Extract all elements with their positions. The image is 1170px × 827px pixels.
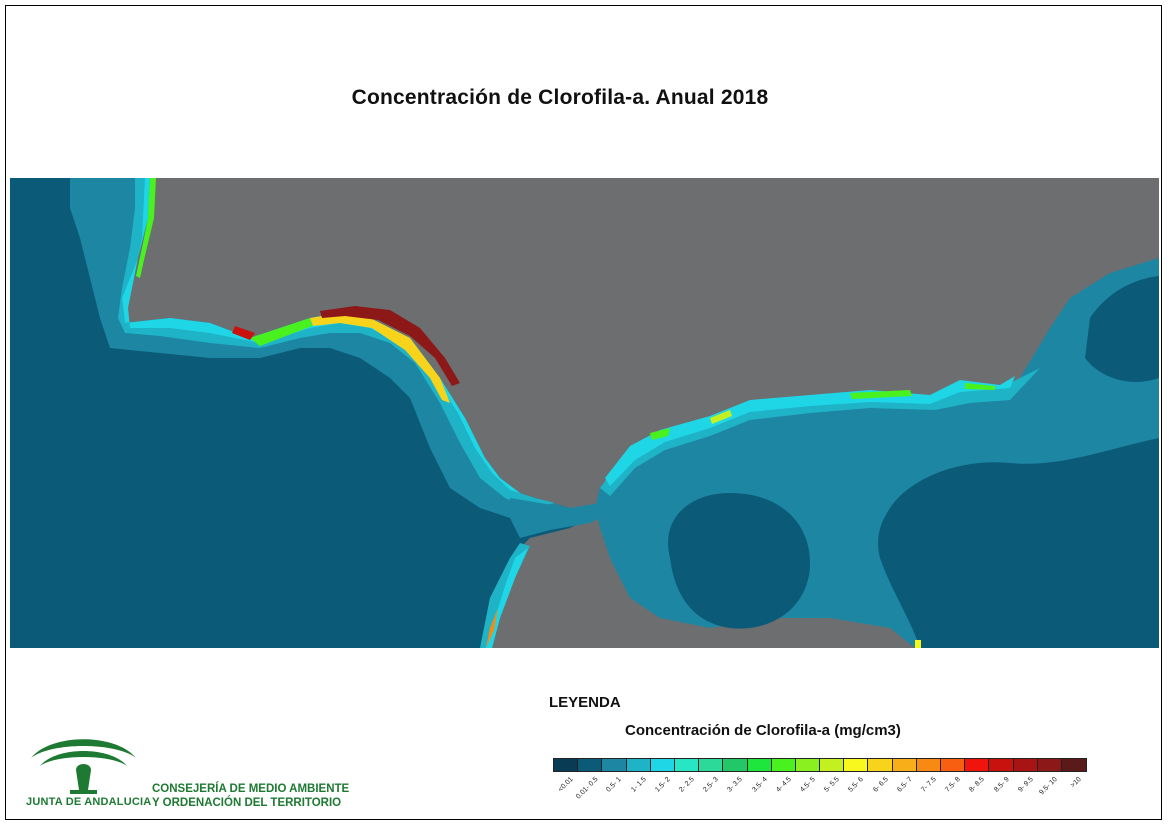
legend-class-label: 0.5- 1 <box>605 776 624 794</box>
legend-class-label: 4- 4.5 <box>775 776 793 794</box>
legend-class-label: 5.5- 6 <box>847 776 866 794</box>
legend-swatch <box>844 759 869 771</box>
legend-swatch <box>723 759 748 771</box>
atlantic-red-spot <box>232 326 255 340</box>
legend-swatch <box>747 759 772 771</box>
legend-class-label: 1.5- 2 <box>654 776 672 794</box>
legend-class-label: 7- 7.5 <box>920 776 938 794</box>
legend-swatch <box>820 759 845 771</box>
department-line-1: CONSEJERÍA DE MEDIO AMBIENTE <box>152 783 350 795</box>
coastal-patch <box>915 640 921 648</box>
legend-class-label: 5- 5.5 <box>823 776 842 794</box>
med-green-strip <box>850 390 912 399</box>
legend-class-label: 2- 2.5 <box>678 776 696 794</box>
legend-class-label: 4.5- 5 <box>799 776 817 794</box>
legend-swatch <box>941 759 966 771</box>
legend-class-label: 8.5- 9 <box>992 776 1011 794</box>
med-yellow-spots <box>710 410 732 424</box>
eastern-basin-deep <box>878 438 1159 648</box>
legend-swatch <box>989 759 1014 771</box>
legend-class-label: >10 <box>1069 776 1084 790</box>
junta-andalucia-logo <box>26 728 141 812</box>
legend-swatch <box>650 759 675 771</box>
legend-color-bar <box>553 758 1088 772</box>
legend-class-label: 9.5- 10 <box>1038 776 1059 797</box>
atlantic-green-strip <box>136 178 156 278</box>
legend-swatch <box>965 759 990 771</box>
legend-class-label: 7.5- 8 <box>944 776 963 794</box>
legend-swatch <box>868 759 893 771</box>
atlantic-green-band <box>250 318 312 346</box>
logo-text: JUNTA DE ANDALUCIA <box>26 796 152 808</box>
legend-swatch <box>916 759 941 771</box>
morocco-coast <box>486 548 528 648</box>
atlantic-shelf <box>70 178 570 523</box>
department-line-2: Y ORDENACIÓN DEL TERRITORIO <box>152 797 342 809</box>
legend-heading: LEYENDA <box>549 694 621 711</box>
legend-swatch <box>771 759 796 771</box>
legend-class-label: 1- 1.5 <box>629 776 648 794</box>
legend-class-label: 0.01- 0.5 <box>574 776 600 801</box>
legend-class-label: <0.01 <box>557 776 575 794</box>
legend-class-label: 6- 6.5 <box>871 776 890 794</box>
legend-swatch <box>892 759 917 771</box>
legend-class-label: 2.5- 3 <box>702 776 721 794</box>
legend-swatch <box>1013 759 1038 771</box>
map-title: Concentración de Clorofila-a. Anual 2018 <box>351 86 769 109</box>
page-frame <box>5 5 1162 820</box>
legend-class-label: 3.5- 4 <box>750 776 769 794</box>
legend-swatch <box>1037 759 1062 771</box>
legend-swatch <box>578 759 603 771</box>
legend-swatch <box>699 759 724 771</box>
atlantic-very-high-chl <box>320 306 460 386</box>
legend-class-label: 8- 8.5 <box>968 776 987 794</box>
chlorophyll-map <box>10 178 1159 648</box>
legend-subtitle: Concentración de Clorofila-a (mg/cm3) <box>625 722 901 739</box>
legend-swatch <box>602 759 627 771</box>
med-green-spots <box>650 428 670 440</box>
legend-class-label: 9- 9.5 <box>1017 776 1035 794</box>
legend-swatch <box>1061 759 1087 771</box>
department-name: CONSEJERÍA DE MEDIO AMBIENTE Y ORDENACIÓ… <box>152 782 349 810</box>
morocco-high <box>486 608 498 648</box>
atlantic-high-chl <box>310 313 450 403</box>
legend-class-label: 6.5- 7 <box>896 776 914 794</box>
legend-swatch <box>626 759 651 771</box>
legend-swatch <box>554 759 579 771</box>
legend-labels: <0.01 0.01- 0.5 0.5- 1 1- 1.5 1.5- 2 2- 2.5 2.… <box>553 772 1098 802</box>
legend-class-label: 3- 3.5 <box>726 776 745 794</box>
legend-swatch <box>795 759 821 771</box>
strait-channel <box>510 498 620 538</box>
alboran-gyre <box>668 493 810 629</box>
northeast-deep <box>1085 276 1159 382</box>
atlantic-ocean <box>10 178 590 648</box>
legend-swatch <box>674 759 700 771</box>
med-east-green <box>965 383 995 390</box>
